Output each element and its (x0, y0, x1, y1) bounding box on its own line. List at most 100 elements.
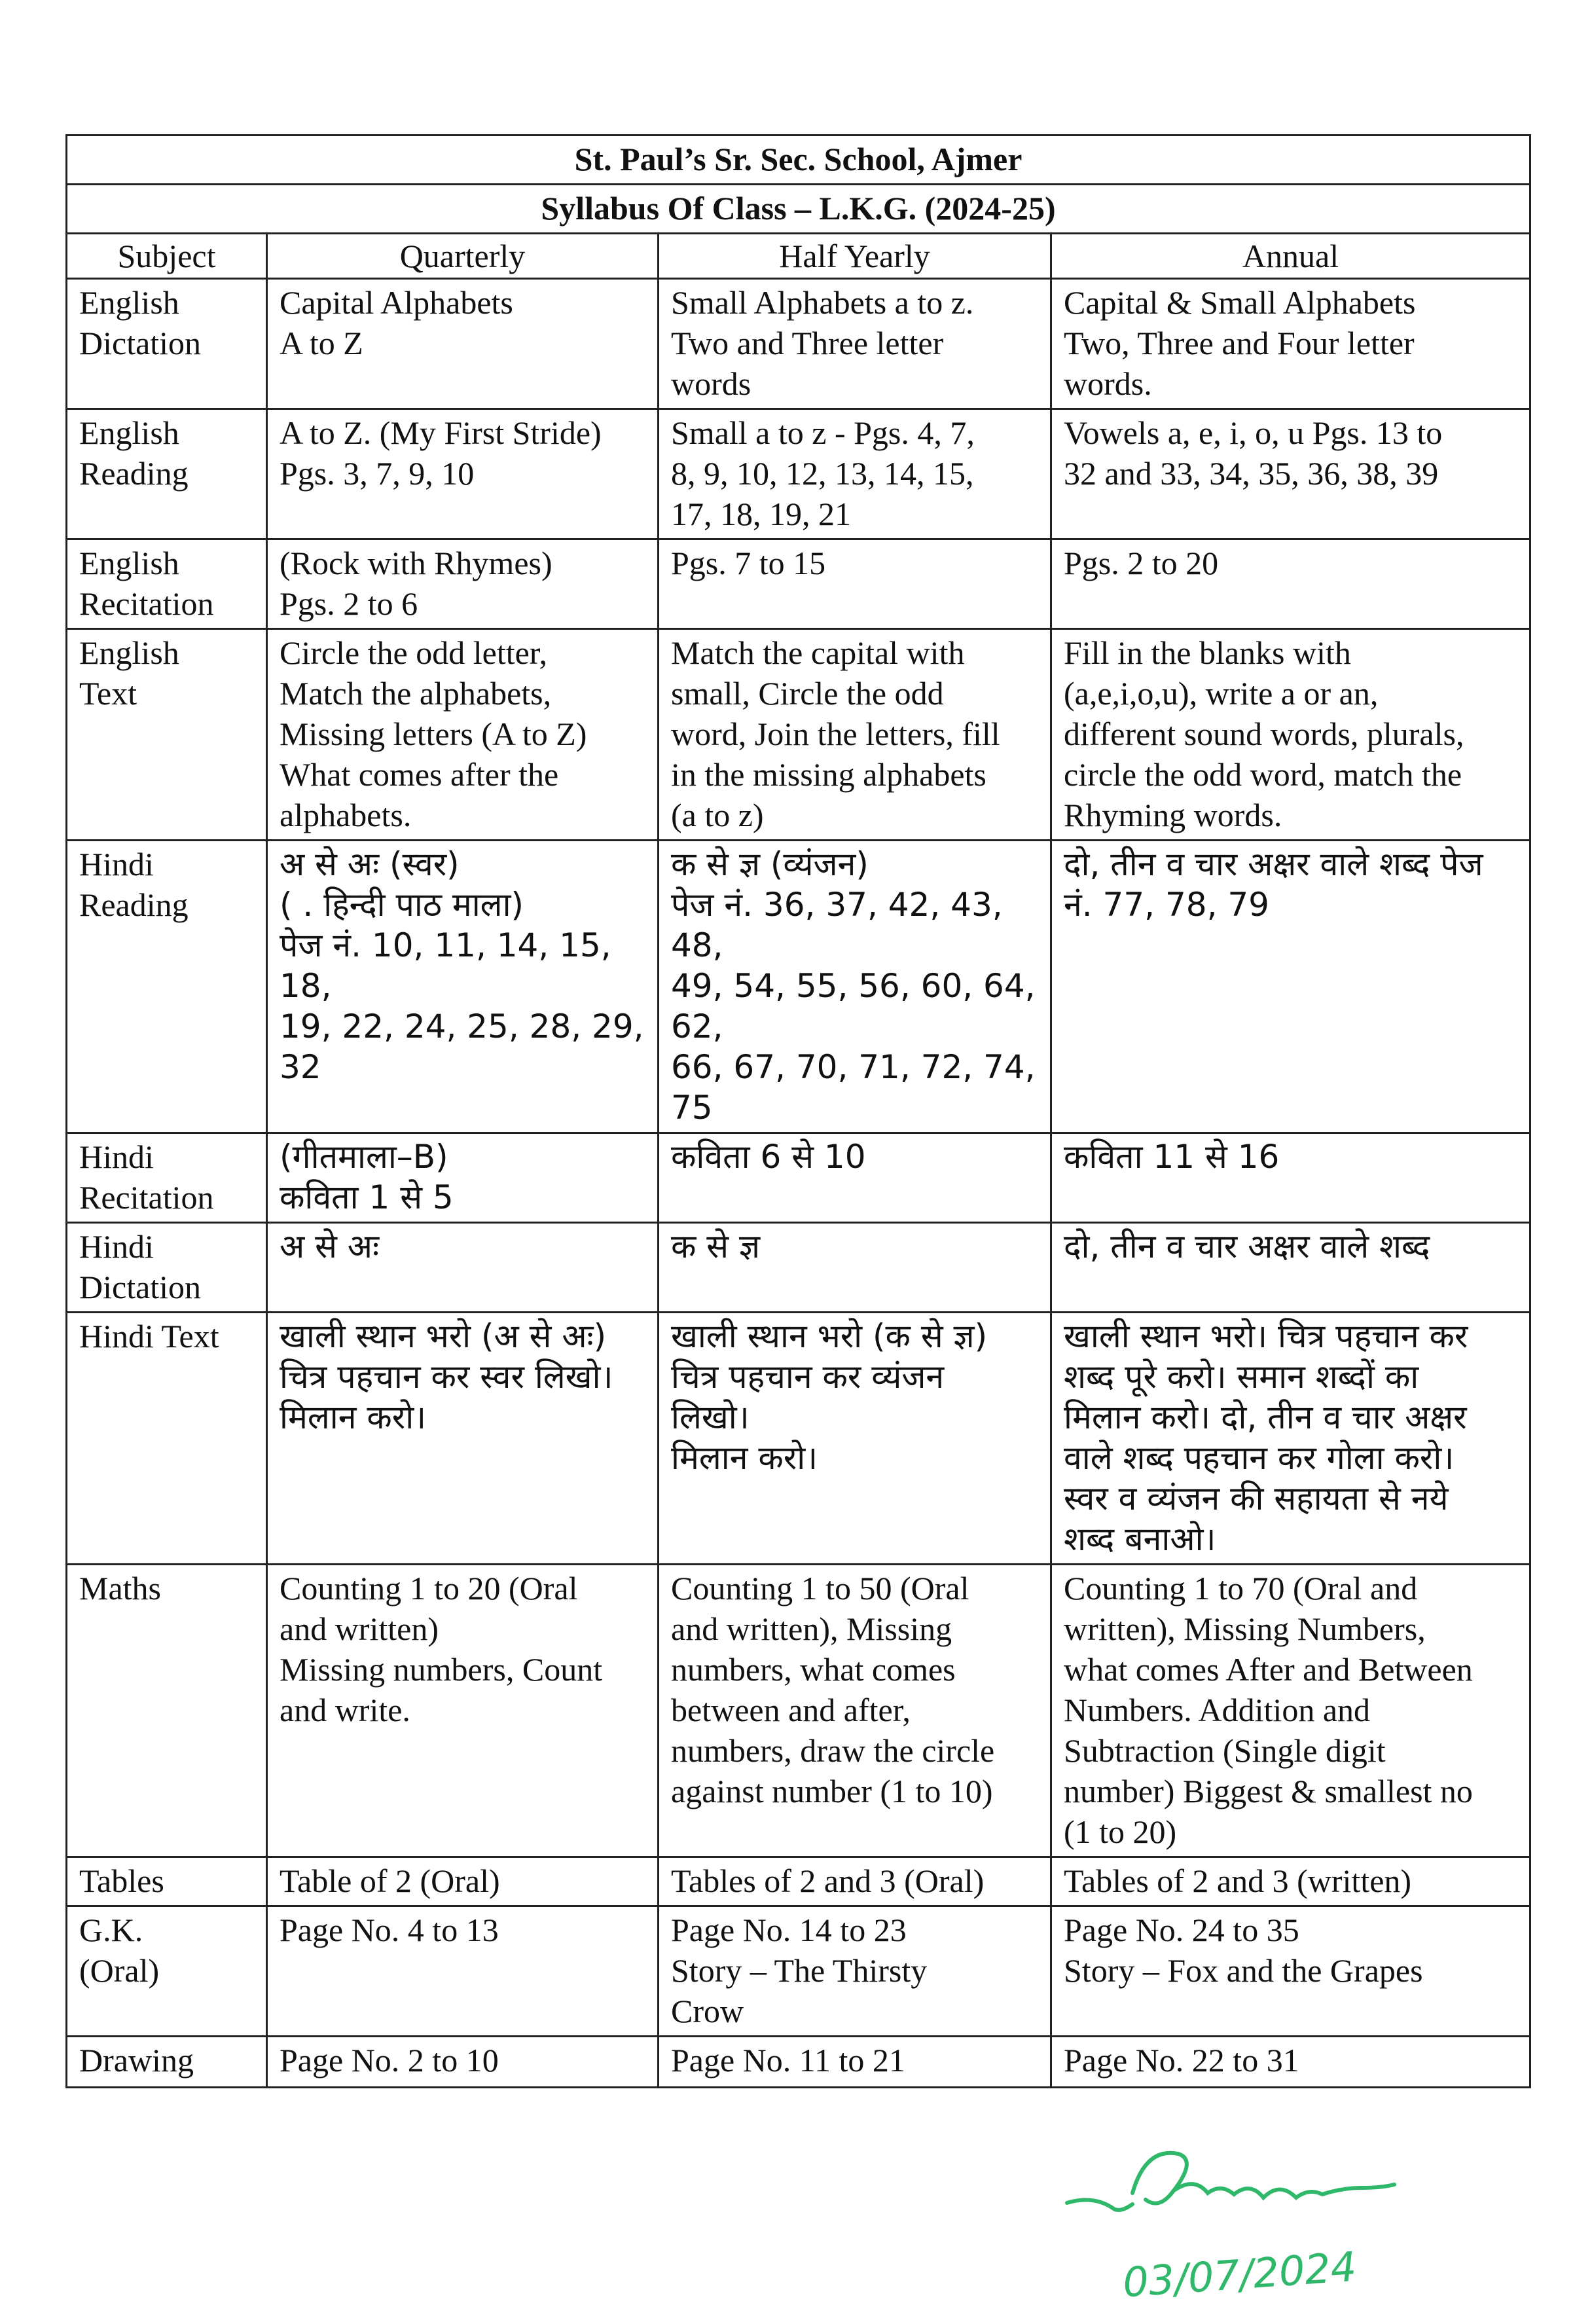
cell-line: and write. (280, 1692, 410, 1728)
cell-line: पेज नं. 36, 37, 42, 43, 48, (671, 886, 1003, 964)
cell-line: Recitation (79, 585, 214, 622)
annual-cell: Page No. 24 to 35 Story – Fox and the Gra… (1049, 1905, 1532, 2037)
subject-cell: English Dictation (65, 278, 268, 410)
quarterly-cell: अ से अः (266, 1222, 659, 1313)
cell-line: खाली स्थान भरो (अ से अः) (280, 1317, 607, 1355)
cell-line: Match the capital with (671, 634, 965, 671)
cell-line: Hindi (79, 1228, 154, 1265)
cell-line: Reading (79, 886, 189, 923)
annual-cell: कविता 11 से 16 (1049, 1132, 1532, 1224)
cell-line: Numbers. Addition and (1064, 1692, 1371, 1728)
cell-line: कविता 6 से 10 (671, 1138, 866, 1176)
cell-line: लिखो। (671, 1398, 750, 1436)
half-yearly-cell: Tables of 2 and 3 (Oral) (657, 1856, 1052, 1907)
cell-line: against number (1 to 10) (671, 1773, 993, 1809)
quarterly-cell: (Rock with Rhymes) Pgs. 2 to 6 (266, 538, 659, 630)
subject-cell: Hindi Reading (65, 839, 268, 1134)
quarterly-cell: A to Z. (My First Stride) Pgs. 3, 7, 9, 1… (266, 408, 659, 540)
cell-line: Tables of 2 and 3 (Oral) (671, 1862, 985, 1899)
subject-cell: Hindi Text (65, 1311, 268, 1565)
cell-line: मिलान करो। (280, 1398, 427, 1436)
cell-line: written), Missing Numbers, (1064, 1610, 1426, 1647)
subject-cell: G.K. (Oral) (65, 1905, 268, 2037)
half-yearly-cell: Small a to z - Pgs. 4, 7, 8, 9, 10, 12, 1… (657, 408, 1052, 540)
cell-line: (Rock with Rhymes) (280, 545, 552, 581)
cell-line: Small Alphabets a to z. (671, 284, 974, 321)
cell-line: Maths (79, 1570, 161, 1607)
half-yearly-cell: Match the capital with small, Circle the … (657, 628, 1052, 841)
cell-line: word, Join the letters, fill (671, 716, 1000, 752)
cell-line: शब्द पूरे करो। समान शब्दों का (1064, 1358, 1419, 1396)
quarterly-cell: Table of 2 (Oral) (266, 1856, 659, 1907)
signature (1065, 2151, 1396, 2212)
cell-line: Page No. 22 to 31 (1064, 2042, 1299, 2079)
cell-line: 17, 18, 19, 21 (671, 496, 851, 532)
cell-line: Page No. 14 to 23 (671, 1912, 907, 1948)
cell-line: Hindi (79, 846, 154, 882)
cell-line: in the missing alphabets (671, 756, 986, 793)
header-subject: Subject (65, 232, 268, 280)
cell-line: A to Z. (My First Stride) (280, 414, 602, 451)
half-yearly-cell: Pgs. 7 to 15 (657, 538, 1052, 630)
cell-line: दो, तीन व चार अक्षर वाले शब्द पेज (1064, 845, 1483, 883)
cell-line: Story – Fox and the Grapes (1064, 1952, 1423, 1989)
annual-cell: Capital & Small Alphabets Two, Three and … (1049, 278, 1532, 410)
signature-date: 03/07/2024 (1121, 2242, 1358, 2307)
cell-line: कविता 1 से 5 (280, 1178, 454, 1216)
cell-line: चित्र पहचान कर स्वर लिखो। (280, 1358, 613, 1396)
subject-cell: Hindi Dictation (65, 1222, 268, 1313)
half-yearly-cell: कविता 6 से 10 (657, 1132, 1052, 1224)
document-page: St. Paul’s Sr. Sec. School, Ajmer Syllab… (65, 134, 1532, 2324)
cell-line: अ से अः (280, 1227, 380, 1265)
cell-line: Rhyming words. (1064, 797, 1282, 833)
half-yearly-cell: क से ज्ञ (व्यंजन) पेज नं. 36, 37, 42, 43,… (657, 839, 1052, 1134)
cell-line: Missing letters (A to Z) (280, 716, 587, 752)
header-half-yearly: Half Yearly (657, 232, 1052, 280)
cell-line: Missing numbers, Count (280, 1651, 603, 1688)
cell-line: (1 to 20) (1064, 1813, 1177, 1850)
cell-line: Table of 2 (Oral) (280, 1862, 500, 1899)
cell-line: (गीतमाला–B) (280, 1138, 448, 1176)
table-row: Tables Table of 2 (Oral) Tables of 2 and 3… (65, 1856, 1532, 1907)
syllabus-title: Syllabus Of Class – L.K.G. (2024-25) (65, 183, 1532, 234)
cell-line: 66, 67, 70, 71, 72, 74, 75 (671, 1048, 1036, 1127)
annual-cell: Pgs. 2 to 20 (1049, 538, 1532, 630)
cell-line: 19, 22, 24, 25, 28, 29, 32 (280, 1008, 644, 1086)
subject-cell: English Reading (65, 408, 268, 540)
half-yearly-cell: Counting 1 to 50 (Oral and written), Miss… (657, 1563, 1052, 1858)
cell-line: Counting 1 to 20 (Oral (280, 1570, 578, 1607)
cell-line: (Oral) (79, 1952, 160, 1989)
cell-line: 8, 9, 10, 12, 13, 14, 15, (671, 455, 974, 492)
cell-line: Text (79, 675, 137, 712)
cell-line: Story – The Thirsty (671, 1952, 928, 1989)
table-row: Drawing Page No. 2 to 10 Page No. 11 to 21… (65, 2035, 1532, 2088)
cell-line: Pgs. 7 to 15 (671, 545, 826, 581)
cell-line: numbers, draw the circle (671, 1732, 995, 1769)
cell-line: number) Biggest & smallest no (1064, 1773, 1473, 1809)
cell-line: 49, 54, 55, 56, 60, 64, 62, (671, 967, 1036, 1045)
cell-line: 32 and 33, 34, 35, 36, 38, 39 (1064, 455, 1439, 492)
cell-line: Crow (671, 1993, 744, 2029)
signature-block: 03/07/2024 (1054, 2141, 1447, 2324)
quarterly-cell: Capital Alphabets A to Z (266, 278, 659, 410)
cell-line: English (79, 545, 179, 581)
subject-cell: Drawing (65, 2035, 268, 2088)
cell-line: खाली स्थान भरो (क से ज्ञ) (671, 1317, 988, 1355)
table-row: English Reading A to Z. (My First Stride) P… (65, 408, 1532, 540)
cell-line: चित्र पहचान कर व्यंजन (671, 1358, 945, 1396)
subject-cell: Tables (65, 1856, 268, 1907)
syllabus-table: St. Paul’s Sr. Sec. School, Ajmer Syllab… (65, 134, 1532, 2088)
cell-line: Two and Three letter (671, 325, 944, 361)
quarterly-cell: (गीतमाला–B) कविता 1 से 5 (266, 1132, 659, 1224)
cell-line: Page No. 2 to 10 (280, 2042, 499, 2079)
cell-line: ( . हिन्दी पाठ माला) (280, 886, 524, 924)
cell-line: Page No. 11 to 21 (671, 2042, 905, 2079)
quarterly-cell: खाली स्थान भरो (अ से अः) चित्र पहचान कर स… (266, 1311, 659, 1565)
half-yearly-cell: खाली स्थान भरो (क से ज्ञ) चित्र पहचान कर … (657, 1311, 1052, 1565)
quarterly-cell: अ से अः (स्वर)( . हिन्दी पाठ माला) पेज नं… (266, 839, 659, 1134)
quarterly-cell: Page No. 4 to 13 (266, 1905, 659, 2037)
cell-line: words (671, 365, 751, 402)
subject-cell: English Recitation (65, 538, 268, 630)
cell-line: स्वर व व्यंजन की सहायता से नये (1064, 1480, 1449, 1517)
cell-line: खाली स्थान भरो। चित्र पहचान कर (1064, 1317, 1468, 1355)
